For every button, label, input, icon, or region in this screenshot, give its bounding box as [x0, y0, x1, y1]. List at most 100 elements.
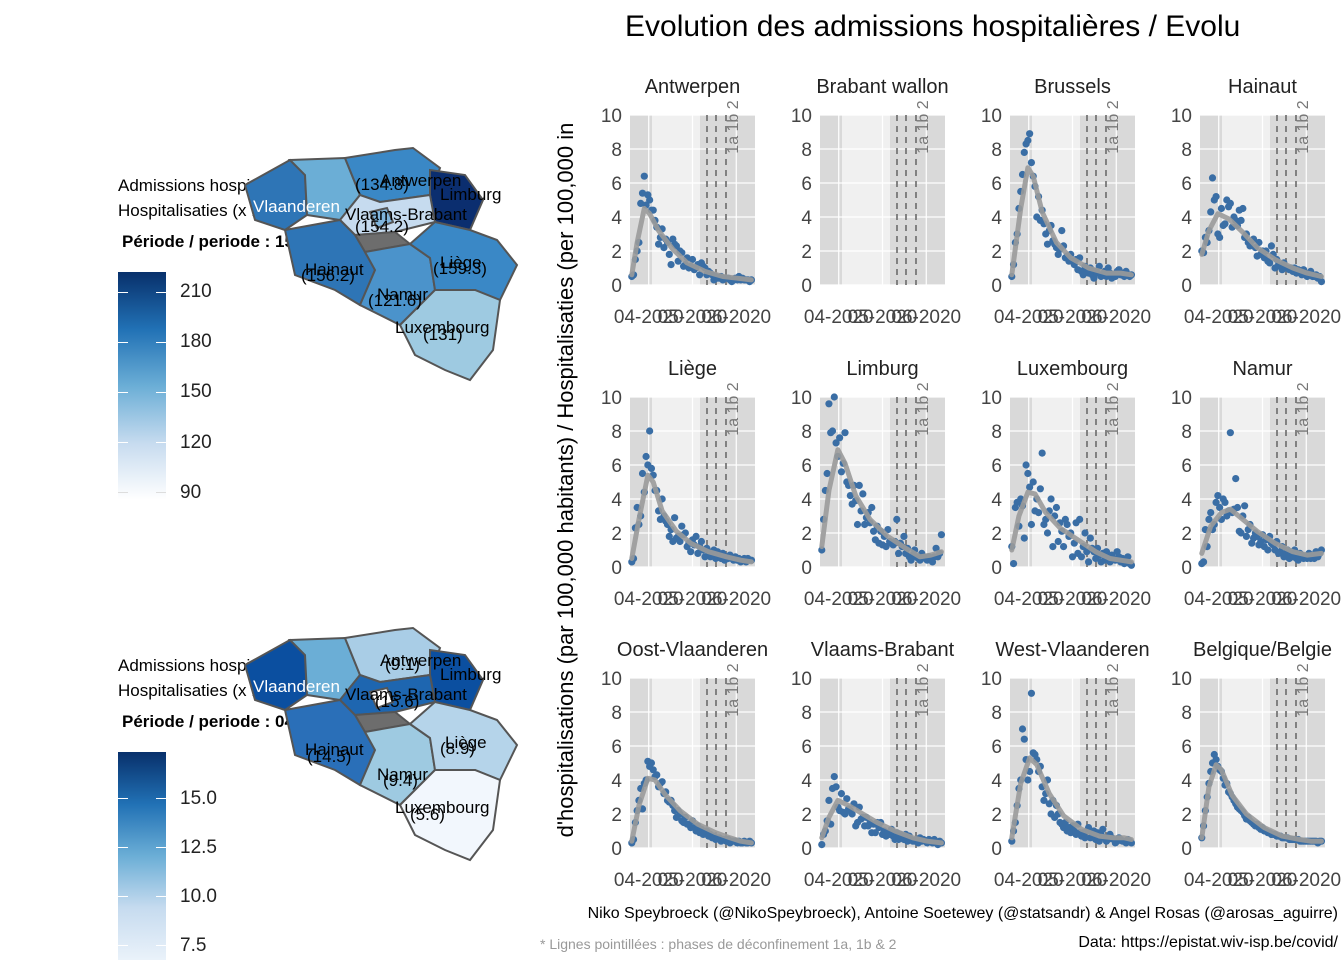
- y-tick-label: 6: [991, 737, 1002, 758]
- data-point: [1212, 498, 1220, 506]
- y-tick-label: 10: [1171, 388, 1192, 409]
- map-label-vlaanderen: Vlaanderen: [253, 677, 340, 696]
- data-point: [1207, 208, 1215, 216]
- map-label-vlaams-brabant: Vlaams-Brabant: [345, 205, 467, 224]
- data-point: [649, 766, 657, 774]
- facet-title: Brabant wallon: [816, 76, 948, 98]
- data-point: [846, 492, 854, 500]
- facet-panel: 1a 1b 2 Brabant wallon 0 2 4 6 8 10 04-202005-20…: [791, 76, 961, 328]
- x-tick-label: 06-2020: [891, 870, 961, 891]
- facet-title: Belgique/Belgie: [1193, 639, 1332, 661]
- x-tick-label: 06-2020: [701, 589, 771, 610]
- data-point: [1221, 220, 1229, 228]
- facet-title: Hainaut: [1228, 76, 1297, 98]
- data-point: [1020, 735, 1028, 743]
- facet-panel: 1a 1b 2 Antwerpen 0 2 4 6 8 10 04-202005-202006-…: [601, 76, 771, 328]
- map-value-hainaut: (14.5): [307, 747, 351, 766]
- phase-annotation: 1a 1b 2: [1105, 382, 1122, 435]
- y-tick-label: 8: [991, 703, 1002, 724]
- y-tick-label: 2: [611, 524, 622, 545]
- map-label-antwerpen: Antwerpen: [380, 651, 461, 670]
- data-point: [893, 515, 901, 524]
- data-point: [1208, 174, 1217, 182]
- data-point: [828, 427, 837, 435]
- y-tick-label: 6: [1181, 456, 1192, 477]
- data-point: [1081, 529, 1089, 537]
- data-point: [823, 469, 831, 478]
- data-point: [1058, 227, 1066, 235]
- deconfinement-band: [1270, 397, 1325, 567]
- data-point: [653, 771, 661, 779]
- map-value-luxembourg: (131): [423, 325, 463, 344]
- colorbar-2: [118, 752, 166, 960]
- map-label-namur: Namur: [377, 765, 428, 784]
- data-point: [665, 532, 673, 541]
- data-point: [1216, 233, 1224, 241]
- colorbar-1-tick-210: 210: [180, 281, 212, 302]
- phase-annotation: 1a 1b 2: [1295, 382, 1312, 435]
- data-point: [1068, 553, 1077, 561]
- deconfinement-band: [700, 115, 755, 285]
- data-point: [871, 829, 879, 837]
- y-tick-label: 2: [991, 524, 1002, 545]
- facet-title: Limburg: [846, 358, 918, 380]
- phase-annotation: 1a 1b 2: [1105, 100, 1122, 153]
- y-tick-label: 2: [611, 805, 622, 826]
- data-point: [1221, 498, 1229, 506]
- data-point: [1077, 553, 1086, 561]
- data-point: [1237, 529, 1245, 537]
- x-tick-label: 06-2020: [1271, 589, 1341, 610]
- data-point: [1040, 796, 1048, 805]
- map-value-luxembourg: (5.6): [410, 805, 445, 824]
- y-tick-label: 8: [1181, 140, 1192, 161]
- x-tick-label: 06-2020: [1271, 307, 1341, 328]
- map-label-luxembourg: Luxembourg: [395, 318, 490, 337]
- facet-title: West-Vlaanderen: [995, 639, 1149, 661]
- data-point: [1024, 136, 1032, 145]
- colorbar-2-tick-15: 15.0: [180, 788, 217, 809]
- region-luxembourg: [398, 769, 502, 862]
- y-tick-label: 4: [1181, 771, 1192, 792]
- data-point: [667, 261, 675, 269]
- data-point: [647, 759, 656, 767]
- data-point: [1212, 756, 1220, 764]
- facet-title: Namur: [1232, 358, 1292, 380]
- y-tick-label: 10: [601, 388, 622, 409]
- map-value-namur: (121.6): [368, 291, 422, 310]
- trend-line: [819, 447, 944, 560]
- y-axis-label: d'hospitalisations (par 100,000 habitant…: [553, 123, 578, 838]
- x-tick-label: 04-2020: [994, 589, 1064, 610]
- trend-line: [1199, 762, 1324, 844]
- data-point: [1043, 240, 1052, 248]
- map-label-namur: Namur: [377, 285, 428, 304]
- data-point: [1086, 534, 1094, 542]
- data-point: [676, 537, 684, 546]
- trend-line: [1009, 489, 1134, 565]
- lockdown-band: [820, 115, 842, 285]
- data-point: [830, 773, 838, 781]
- data-point: [1081, 834, 1089, 842]
- map-label-liege: Liège: [440, 253, 482, 272]
- data-point: [1049, 543, 1057, 551]
- map-value-antwerpen: (9.1): [385, 655, 420, 674]
- deconfinement-band: [890, 397, 945, 567]
- y-tick-label: 6: [801, 174, 812, 195]
- data-point: [1267, 242, 1276, 250]
- map-value-namur: (9.4): [383, 771, 418, 790]
- data-point: [1059, 543, 1068, 551]
- data-point: [1199, 558, 1208, 566]
- y-tick-label: 4: [611, 208, 622, 229]
- data-point: [837, 790, 846, 798]
- colorbar-1: [118, 272, 166, 500]
- y-tick-label: 4: [1181, 208, 1192, 229]
- data-point: [1047, 495, 1055, 503]
- chart-title: Evolution des admissions hospitalières /…: [625, 10, 1241, 43]
- map-label-liege: Liège: [445, 733, 487, 752]
- phase-annotation: 1a 1b 2: [1295, 100, 1312, 153]
- data-point: [825, 400, 833, 408]
- data-point: [843, 795, 851, 803]
- data-point: [1076, 515, 1084, 524]
- y-tick-label: 6: [1181, 737, 1192, 758]
- data-point: [830, 393, 838, 401]
- map-label-antwerpen: Antwerpen: [380, 171, 461, 190]
